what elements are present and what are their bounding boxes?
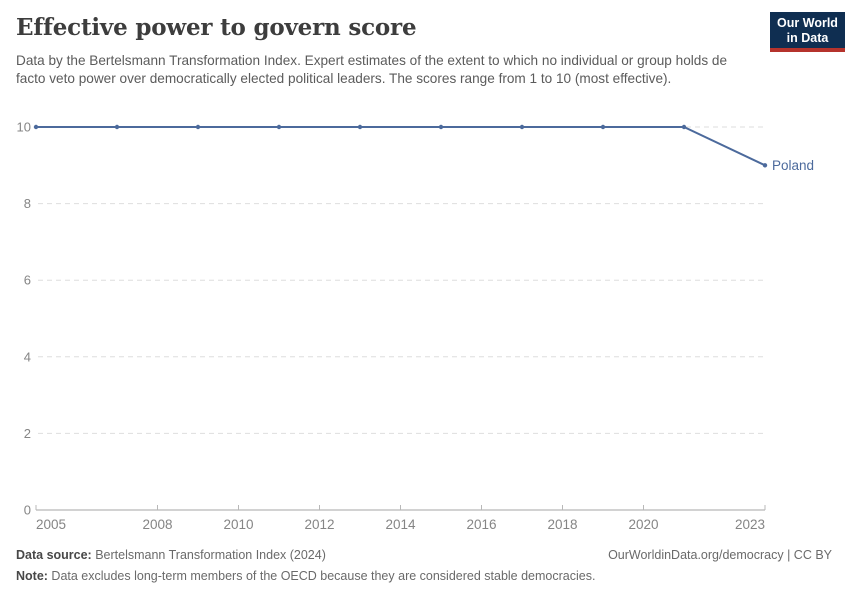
- data-source-text: Bertelsmann Transformation Index (2024): [91, 548, 326, 562]
- owid-logo-line1: Our World: [777, 16, 838, 30]
- owid-logo-line2: in Data: [786, 31, 829, 45]
- data-source-label: Data source:: [16, 548, 92, 562]
- y-axis-tick-label: 2: [24, 426, 31, 441]
- x-axis-tick-label: 2014: [385, 517, 416, 532]
- page-title: Effective power to govern score: [16, 14, 417, 41]
- y-axis-tick-label: 0: [24, 503, 31, 518]
- owid-url-link[interactable]: OurWorldinData.org/democracy | CC BY: [608, 548, 832, 562]
- data-point: [114, 124, 120, 130]
- data-line-poland: [35, 126, 766, 167]
- series-label-poland: Poland: [772, 158, 814, 173]
- y-axis-tick-label: 8: [24, 196, 31, 211]
- y-axis-tick-label: 10: [17, 120, 31, 135]
- owid-logo: Our World in Data: [770, 12, 845, 52]
- data-point: [519, 124, 525, 130]
- data-point: [195, 124, 201, 130]
- data-source: Data source: Bertelsmann Transformation …: [16, 548, 326, 562]
- data-point: [276, 124, 282, 130]
- data-point: [438, 124, 444, 130]
- data-point: [357, 124, 363, 130]
- x-axis-tick-label: 2005: [36, 517, 66, 532]
- data-point: [681, 124, 687, 130]
- x-axis-tick-label: 2010: [223, 517, 253, 532]
- x-axis-tick-label: 2020: [628, 517, 658, 532]
- y-axis-tick-label: 6: [24, 273, 31, 288]
- x-axis-tick-label: 2012: [304, 517, 334, 532]
- footer-note-row: Note: Data excludes long-term members of…: [16, 569, 832, 583]
- y-axis-tick-label: 4: [24, 349, 31, 364]
- data-point: [33, 124, 39, 130]
- chart-subtitle: Data by the Bertelsmann Transformation I…: [16, 53, 728, 86]
- data-point: [762, 163, 768, 168]
- x-axis-tick-label: 2016: [466, 517, 496, 532]
- data-point: [600, 124, 606, 130]
- footer-source-row: Data source: Bertelsmann Transformation …: [16, 548, 832, 562]
- note-text: Data excludes long-term members of the O…: [47, 569, 596, 583]
- x-axis-tick-label: 2018: [547, 517, 577, 532]
- x-axis-tick-label: 2008: [142, 517, 172, 532]
- x-axis-tick-label: 2023: [735, 517, 765, 532]
- note-label: Note:: [16, 569, 48, 583]
